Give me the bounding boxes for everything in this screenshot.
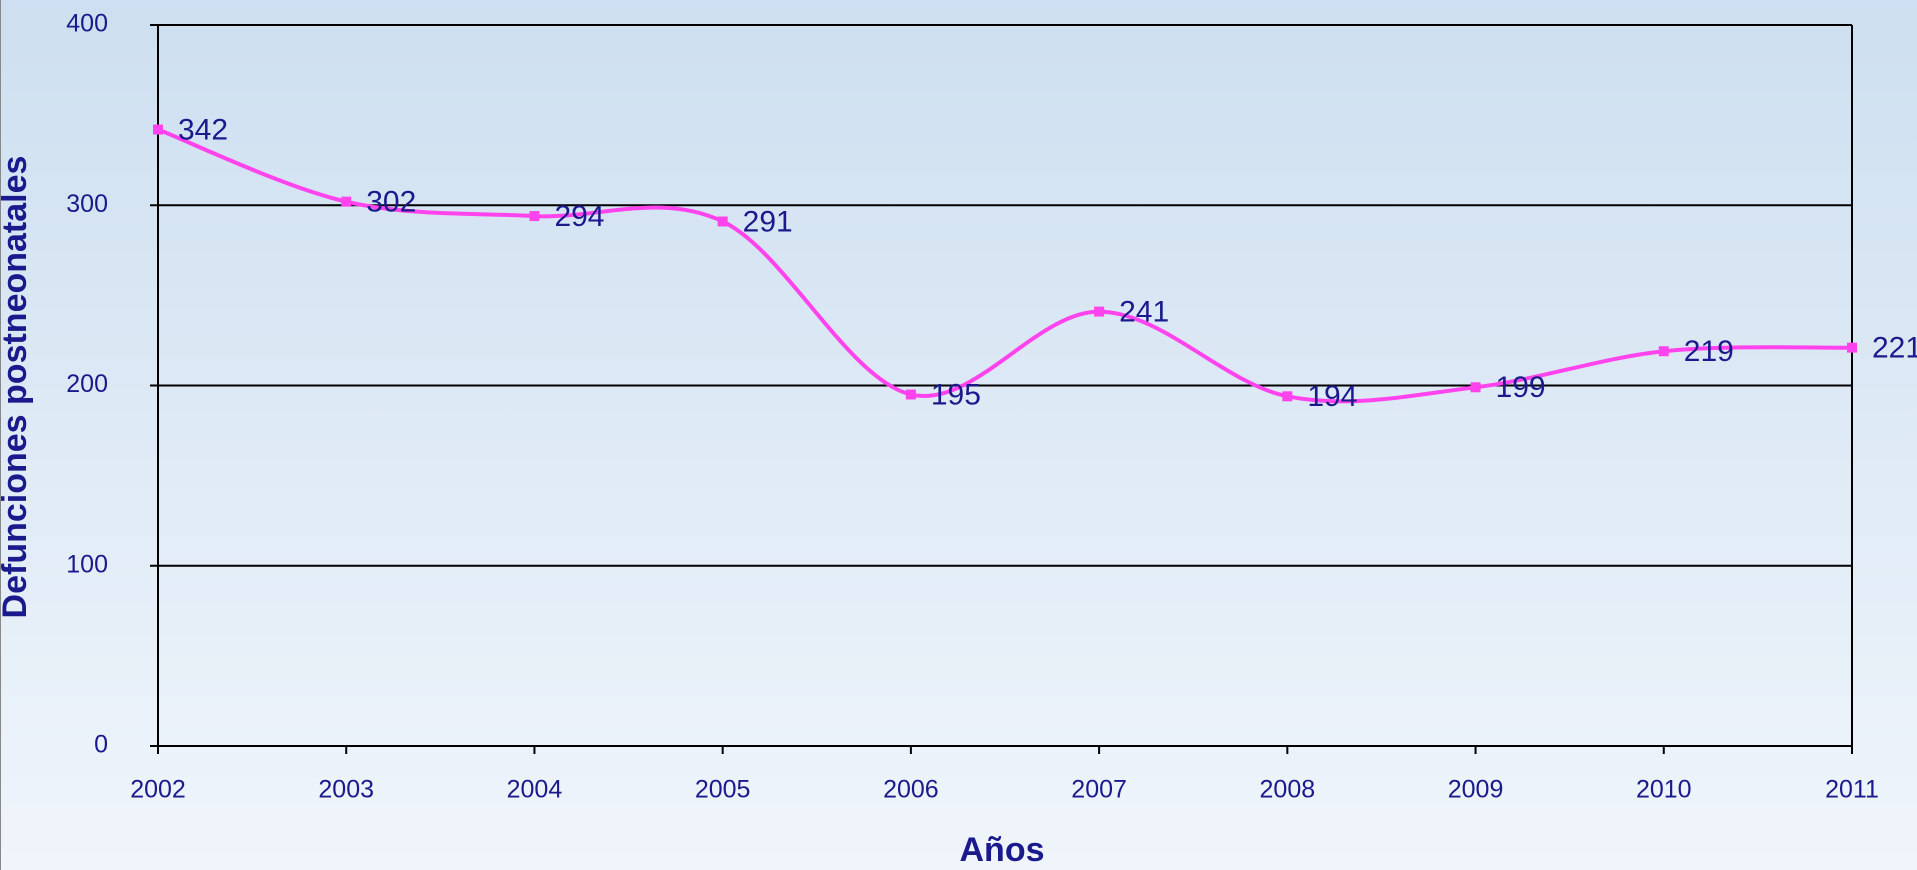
x-tick-label: 2006 xyxy=(883,776,939,804)
point xyxy=(1282,391,1293,402)
data-label: 199 xyxy=(1496,371,1546,404)
point xyxy=(153,124,163,135)
x-tick-label: 2004 xyxy=(507,776,563,804)
line xyxy=(157,127,1853,404)
x-tick-label: 2011 xyxy=(1825,776,1879,804)
y-tick-label: 400 xyxy=(66,10,108,38)
data-label: 219 xyxy=(1684,335,1734,368)
x-tick-label: 2005 xyxy=(695,776,751,804)
point xyxy=(1847,342,1857,353)
y-tick-label: 200 xyxy=(66,370,108,398)
x-tick-label: 2002 xyxy=(130,776,186,804)
y-tick-label: 300 xyxy=(66,190,108,218)
x-tick-label: 2009 xyxy=(1448,776,1504,804)
x-tick-label: 2010 xyxy=(1636,776,1692,804)
data-label: 302 xyxy=(366,186,416,219)
data-label: 342 xyxy=(178,113,228,146)
x-axis-title: Años xyxy=(960,831,1045,869)
point xyxy=(717,216,728,227)
data-label: 241 xyxy=(1119,296,1169,329)
data-label: 194 xyxy=(1307,380,1357,413)
x-tick-label: 2007 xyxy=(1071,776,1127,804)
data-label: 195 xyxy=(931,378,981,411)
y-tick-label: 100 xyxy=(66,550,108,578)
x-tick-label: 2003 xyxy=(318,776,374,804)
point xyxy=(529,211,540,222)
y-tick-label: 0 xyxy=(94,731,108,759)
point xyxy=(1094,306,1105,317)
point xyxy=(1470,382,1481,393)
data-label: 294 xyxy=(554,200,604,233)
point xyxy=(341,196,352,207)
point xyxy=(1658,346,1669,357)
point xyxy=(905,389,916,400)
x-tick-label: 2008 xyxy=(1260,776,1316,804)
data-label: 291 xyxy=(743,205,793,238)
data-label: 221 xyxy=(1872,332,1917,365)
y-axis-title: Defunciones postneonatales xyxy=(0,156,34,619)
